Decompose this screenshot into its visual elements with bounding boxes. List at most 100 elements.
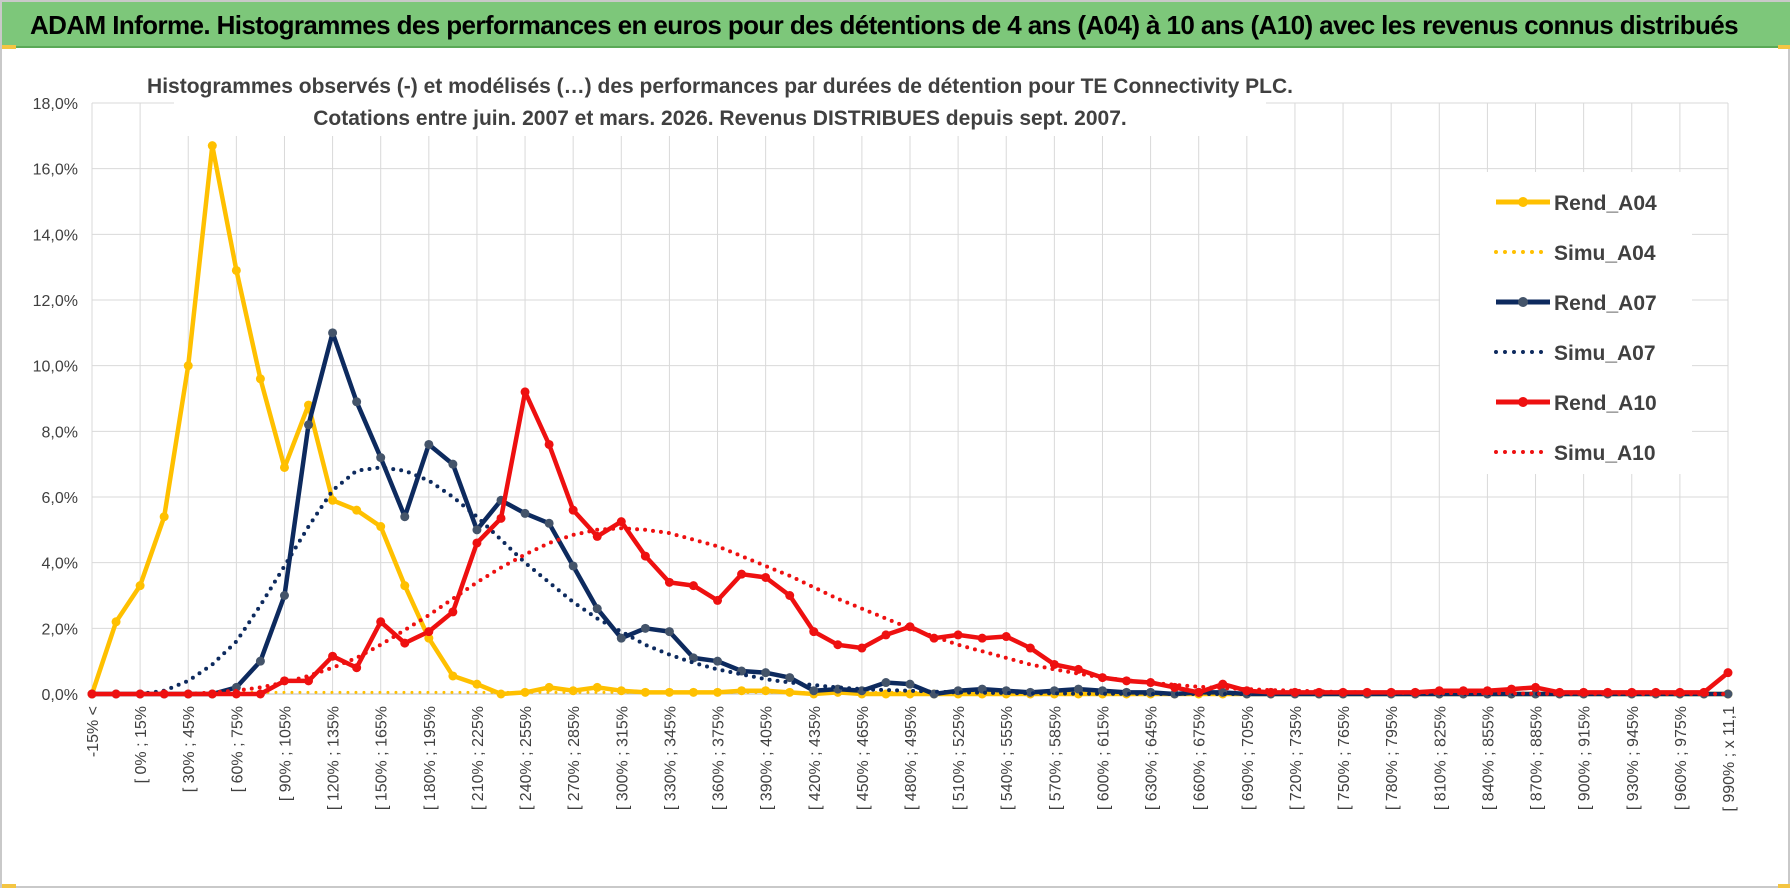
header-title: ADAM Informe. Histogrammes des performan… — [30, 10, 1739, 40]
data-point — [328, 328, 338, 338]
data-point — [688, 687, 698, 697]
chart-title-line-1: Histogrammes observés (-) et modélisés (… — [147, 75, 1293, 98]
data-point — [520, 508, 530, 518]
data-point — [1362, 687, 1372, 697]
data-point — [1338, 687, 1348, 697]
series-group — [87, 141, 1733, 699]
x-axis-ticks: -15% < [ 0% ; 15% [ 30% ; 45% [ 60% ; 75% [ … — [85, 706, 1738, 812]
data-point — [400, 581, 410, 591]
data-point — [713, 687, 723, 697]
x-tick-label: [ 390% ; 405% — [759, 706, 776, 810]
chart-title-background — [174, 68, 1266, 136]
series-line-simu-a04 — [90, 690, 1730, 696]
legend-background — [1440, 172, 1692, 474]
data-point — [231, 265, 241, 275]
x-tick-label: [ 630% ; 645% — [1144, 706, 1161, 810]
corner-decoration — [2, 884, 16, 888]
data-point — [785, 591, 795, 600]
data-point — [1723, 668, 1733, 678]
x-tick-label: [ 840% ; 855% — [1480, 706, 1497, 810]
data-point — [496, 689, 506, 699]
data-point — [881, 678, 891, 688]
legend-marker — [1518, 197, 1528, 207]
data-point — [279, 462, 289, 472]
x-tick-label: [ 60% ; 75% — [229, 706, 246, 792]
data-point — [328, 495, 338, 505]
data-point — [688, 653, 698, 663]
data-point — [352, 397, 362, 407]
x-tick-label: [ 960% ; 975% — [1673, 706, 1690, 810]
legend-label: Simu_A07 — [1554, 342, 1656, 365]
y-tick-label: 10,0% — [33, 359, 78, 376]
data-point — [183, 361, 193, 371]
corner-decoration — [1778, 45, 1790, 49]
data-point — [592, 531, 602, 541]
data-point — [496, 513, 506, 523]
legend-label: Rend_A10 — [1554, 392, 1657, 415]
data-point — [472, 525, 482, 535]
data-point — [857, 643, 867, 653]
data-point — [231, 689, 241, 699]
legend-marker — [1518, 397, 1528, 407]
data-point — [304, 420, 314, 430]
data-point — [111, 617, 121, 627]
chart-title-line-2: Cotations entre juin. 2007 et mars. 2026… — [313, 107, 1126, 130]
header-banner: ADAM Informe. Histogrammes des performan… — [2, 2, 1790, 48]
x-tick-label: [ 360% ; 375% — [711, 706, 728, 810]
data-point — [448, 671, 458, 681]
corner-decoration — [2, 45, 16, 49]
data-point — [664, 627, 674, 637]
data-point — [761, 668, 771, 678]
data-point — [1146, 678, 1156, 688]
data-point — [977, 633, 987, 643]
data-point — [688, 581, 698, 591]
x-tick-label: [ 570% ; 585% — [1047, 706, 1064, 810]
data-point — [1506, 684, 1516, 694]
data-point — [448, 607, 458, 617]
data-point — [1001, 632, 1011, 642]
x-tick-label: [ 270% ; 285% — [566, 706, 583, 810]
data-point — [376, 522, 386, 532]
data-point — [255, 689, 265, 699]
x-tick-label: [ 750% ; 765% — [1336, 706, 1353, 810]
x-tick-label: [ 600% ; 615% — [1095, 706, 1112, 810]
data-point — [1025, 643, 1035, 653]
y-tick-label: 4,0% — [42, 556, 78, 573]
data-point — [352, 505, 362, 515]
data-point — [616, 517, 626, 527]
x-tick-label: [ 450% ; 465% — [855, 706, 872, 810]
y-tick-label: 16,0% — [33, 162, 78, 179]
data-point — [809, 686, 819, 696]
data-point — [761, 572, 771, 582]
x-tick-label: [ 150% ; 165% — [374, 706, 391, 810]
x-tick-label: [ 90% ; 105% — [277, 706, 294, 801]
data-point — [424, 627, 434, 637]
data-point — [616, 686, 626, 696]
data-point — [424, 439, 434, 449]
x-tick-label: [ 480% ; 495% — [903, 706, 920, 810]
x-tick-label: [ 870% ; 885% — [1529, 706, 1546, 810]
x-tick-label: [ 510% ; 525% — [951, 706, 968, 810]
data-point — [568, 505, 578, 515]
x-tick-label: -15% < — [85, 706, 102, 757]
data-point — [1073, 684, 1083, 694]
data-point — [376, 453, 386, 463]
data-point — [905, 679, 915, 689]
data-point — [544, 439, 554, 449]
data-point — [352, 663, 362, 673]
data-point — [1386, 687, 1396, 697]
series-line-simu-a07 — [90, 465, 1730, 696]
x-tick-label: [ 300% ; 315% — [614, 706, 631, 810]
data-point — [304, 676, 314, 686]
x-tick-label: [ 30% ; 45% — [181, 706, 198, 792]
series-simu-a10 — [90, 526, 1730, 696]
data-point — [1723, 689, 1733, 699]
data-point — [135, 581, 145, 591]
legend-label: Rend_A04 — [1554, 192, 1657, 215]
x-tick-label: [ 690% ; 705% — [1240, 706, 1257, 810]
y-tick-label: 12,0% — [33, 293, 78, 310]
data-point — [713, 656, 723, 666]
x-tick-label: [ 900% ; 915% — [1577, 706, 1594, 810]
y-tick-label: 2,0% — [42, 621, 78, 638]
